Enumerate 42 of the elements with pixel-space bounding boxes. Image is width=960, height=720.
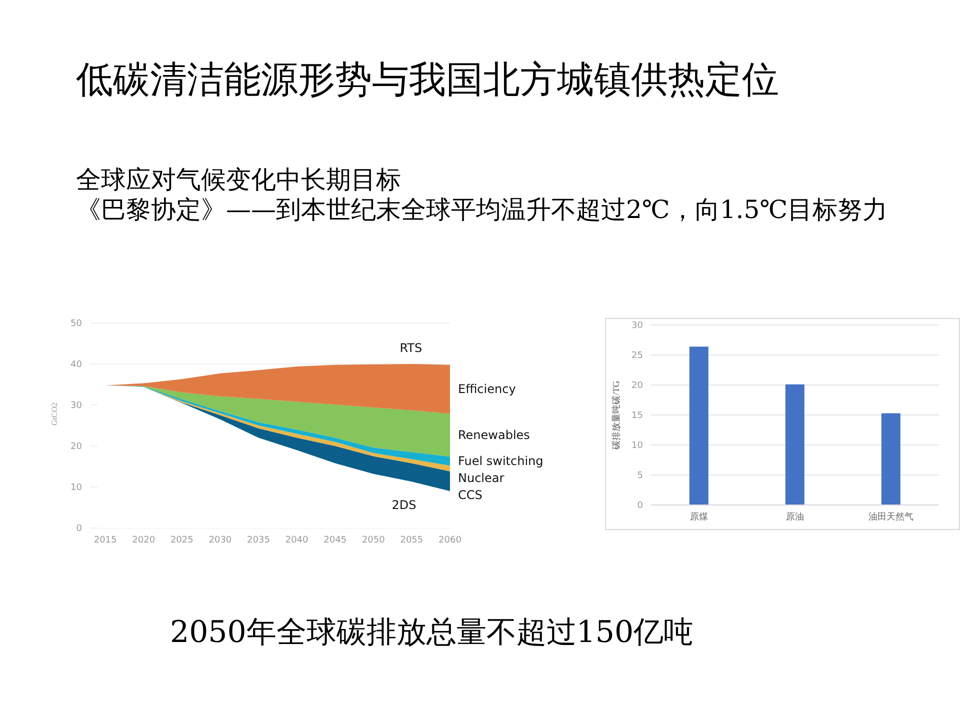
x-tick-label: 2040 — [285, 535, 309, 546]
y-tick-label: 5 — [637, 471, 643, 482]
series-label: CCS — [458, 487, 482, 504]
x-tick-label: 油田天然气 — [868, 511, 914, 522]
x-tick-label: 2055 — [400, 535, 424, 546]
x-tick-label: 2060 — [438, 535, 462, 546]
series-label: Renewables — [458, 427, 530, 444]
x-tick-label: 2020 — [132, 535, 156, 546]
y-tick-label: 20 — [70, 442, 82, 452]
chart-title: 低碳清洁能源形势与我国北方城镇供热定位 — [76, 57, 779, 103]
y-tick-label: 30 — [70, 401, 82, 412]
series-label: Efficiency — [458, 381, 516, 398]
bar — [785, 384, 804, 505]
x-tick-label: 2025 — [170, 535, 194, 546]
y-tick-label: 40 — [70, 360, 82, 370]
y-tick-label: 0 — [637, 501, 644, 512]
y-tick-label: 30 — [632, 321, 644, 332]
x-tick-label: 2045 — [324, 535, 347, 546]
y-tick-label: 50 — [70, 319, 82, 330]
y-axis-title: GtCO2 — [50, 402, 59, 426]
x-tick-label: 原煤 — [690, 511, 708, 522]
text: 2050年全球碳排放总量不超过150亿吨 — [170, 615, 694, 650]
bar — [881, 413, 900, 505]
x-tick-label: 2030 — [208, 535, 232, 546]
y-tick-label: 0 — [76, 524, 82, 534]
x-tick-label: 2015 — [94, 535, 117, 546]
y-tick-label: 15 — [632, 411, 643, 422]
x-tick-label: 2035 — [247, 535, 270, 546]
x-tick-label: 2050 — [362, 535, 386, 546]
chart-subtitle: 全球应对气候变化中长期目标 — [76, 165, 401, 195]
y-tick-label: 25 — [632, 351, 643, 362]
y-tick-label: 20 — [632, 381, 644, 392]
y-tick-label: 10 — [632, 441, 644, 452]
series-label: 2DS — [392, 497, 416, 514]
x-tick-label: 原油 — [786, 511, 804, 522]
text: 《巴黎协定》——到本世纪末全球平均温升不超过2℃，向1.5℃目标努力 — [76, 195, 888, 225]
y-axis-title: 碳排放量吨碳/TG — [611, 380, 622, 450]
series-label: Fuel switching — [458, 453, 544, 470]
annotation: RTS — [400, 340, 422, 356]
bar — [689, 346, 708, 505]
y-tick-label: 10 — [70, 483, 82, 494]
series-label: Nuclear — [458, 470, 504, 486]
